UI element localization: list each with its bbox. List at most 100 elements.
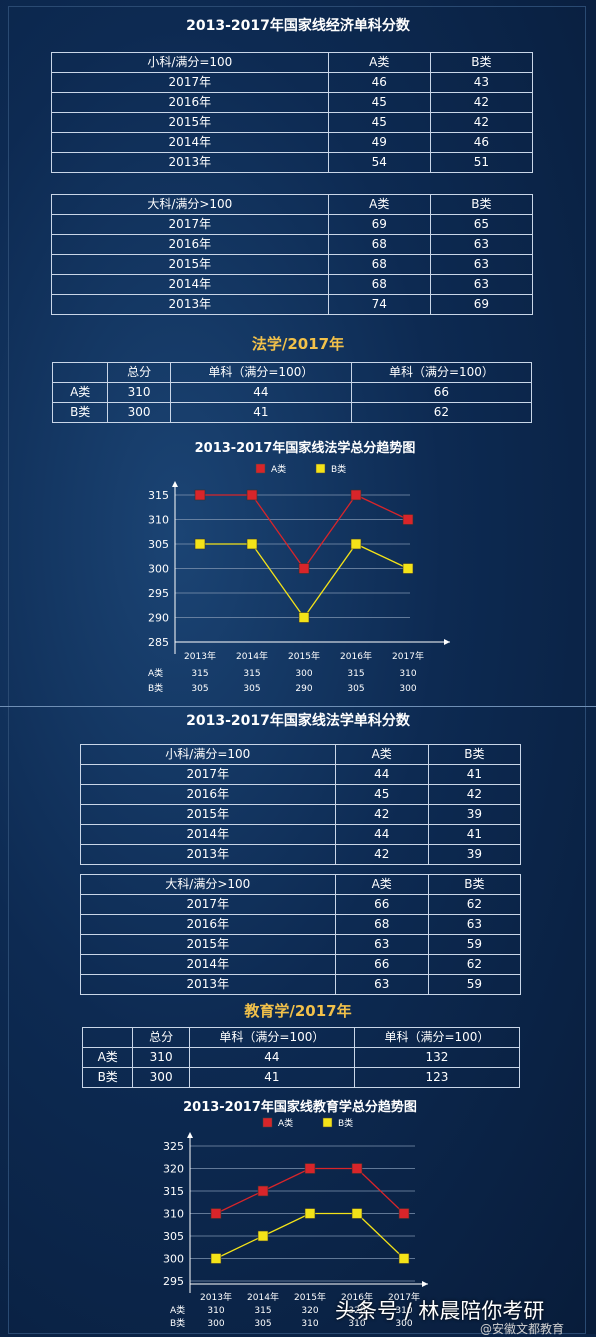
- data-table-value: 310: [395, 1306, 412, 1316]
- table-cell: 44: [169, 382, 352, 403]
- table-cell: 42: [429, 92, 534, 113]
- x-tick-label: 2017年: [392, 650, 424, 662]
- y-tick-label: 295: [148, 587, 169, 600]
- x-tick-label: 2016年: [341, 1291, 373, 1303]
- table-header-row: 大科/满分>100 A类 B类: [80, 874, 522, 895]
- table-cell: 69: [429, 294, 534, 315]
- table-cell: 63: [334, 934, 429, 955]
- table-cell: 41: [169, 402, 352, 423]
- table-header-cell: 单科（满分=100）: [350, 362, 533, 383]
- table-cell: 49: [327, 132, 431, 153]
- legend-label: B类: [338, 1117, 353, 1129]
- data-table-value: 300: [399, 684, 416, 694]
- table-header-row: 小科/满分=100 A类 B类: [51, 52, 534, 73]
- table-row: 2016年 68 63: [80, 914, 522, 935]
- data-table-value: 305: [243, 684, 260, 694]
- table-row: 2014年 66 62: [80, 954, 522, 975]
- table-cell: 44: [334, 764, 429, 785]
- x-tick-label: 2015年: [288, 650, 320, 662]
- table-header-row: 大科/满分>100 A类 B类: [51, 194, 534, 215]
- y-tick-label: 300: [148, 563, 169, 576]
- data-point: [194, 489, 206, 501]
- data-point: [246, 489, 258, 501]
- table-header-cell: B类: [427, 874, 522, 895]
- table-row: 2013年 42 39: [80, 844, 522, 865]
- data-table-value: 320: [348, 1306, 365, 1316]
- data-point: [402, 563, 414, 574]
- data-table-value: 310: [399, 669, 416, 679]
- y-axis-arrow: [187, 1132, 193, 1138]
- table-cell: 2014年: [80, 824, 336, 845]
- table-row: 2015年 45 42: [51, 112, 534, 133]
- x-tick-label: 2017年: [388, 1291, 420, 1303]
- y-tick-label: 305: [163, 1230, 184, 1243]
- x-tick-label: 2013年: [184, 650, 216, 662]
- table-header-cell: A类: [334, 744, 429, 765]
- y-axis-arrow: [172, 481, 178, 487]
- table-cell: 2013年: [51, 294, 329, 315]
- table-header-cell: 总分: [107, 362, 171, 383]
- table-cell: 66: [350, 382, 533, 403]
- legend-swatch: [315, 463, 326, 474]
- table-header-row: 总分 单科（满分=100） 单科（满分=100）: [51, 362, 533, 383]
- data-table-series-label: A类: [148, 667, 163, 679]
- table-cell: 45: [334, 784, 429, 805]
- table-header-cell: B类: [429, 194, 534, 215]
- table-cell: 2017年: [80, 764, 336, 785]
- table-cell: 2013年: [80, 844, 336, 865]
- table-cell: 42: [334, 804, 429, 825]
- data-table-series-label: B类: [170, 1317, 185, 1329]
- table-cell: A类: [81, 1047, 134, 1068]
- table-cell: 310: [107, 382, 171, 403]
- edu-2017-table: 总分 单科（满分=100） 单科（满分=100） A类 310 44 132 B类 300 41 1…: [81, 1027, 521, 1088]
- table-cell: 45: [327, 92, 431, 113]
- legend-swatch: [322, 1117, 333, 1128]
- table-header-cell: 单科（满分=100）: [188, 1027, 355, 1048]
- econ-small-table: 小科/满分=100 A类 B类 2017年 46 43 2016年 45 42 2015年 45 42…: [51, 52, 534, 173]
- table-cell: 2014年: [51, 132, 329, 153]
- data-point: [304, 1163, 316, 1174]
- table-row: 2016年 45 42: [80, 784, 522, 805]
- table-cell: 2013年: [80, 974, 336, 995]
- table-row: 2015年 63 59: [80, 934, 522, 955]
- law-trend-chart: 2013-2017年国家线法学总分趋势图 A类 B类 285 290 295 300 305 3…: [148, 440, 450, 694]
- table-row: 2014年 68 63: [51, 274, 534, 295]
- data-point: [298, 612, 310, 623]
- table-cell: 2016年: [51, 234, 329, 255]
- table-cell: 310: [132, 1047, 190, 1068]
- data-table-value: 305: [254, 1319, 271, 1329]
- table-row: 2014年 49 46: [51, 132, 534, 153]
- table-header-cell: 小科/满分=100: [51, 52, 329, 73]
- table-cell: 68: [327, 254, 431, 275]
- law-title: 2013-2017年国家线法学单科分数: [186, 713, 410, 729]
- table-cell: 69: [327, 214, 431, 235]
- data-point: [194, 538, 206, 550]
- table-cell: 74: [327, 294, 431, 315]
- table-cell: 39: [427, 804, 522, 825]
- x-tick-label: 2016年: [340, 650, 372, 662]
- table-row: 2013年 54 51: [51, 152, 534, 173]
- table-row: A类 310 44 66: [51, 382, 533, 403]
- table-cell: 44: [334, 824, 429, 845]
- econ-large-table: 大科/满分>100 A类 B类 2017年 69 65 2016年 68 63 2015年 68 63…: [51, 194, 534, 315]
- table-cell: 65: [429, 214, 534, 235]
- data-table-series-label: A类: [170, 1304, 185, 1316]
- table-cell: 44: [188, 1047, 355, 1068]
- data-table-value: 315: [191, 669, 208, 679]
- table-cell: 59: [427, 934, 522, 955]
- table-cell: 300: [132, 1067, 190, 1088]
- table-cell: 66: [334, 954, 429, 975]
- table-row: 2017年 66 62: [80, 894, 522, 915]
- data-point: [398, 1253, 410, 1264]
- table-cell: 68: [334, 914, 429, 935]
- legend-swatch: [255, 463, 266, 474]
- table-row: 2017年 44 41: [80, 764, 522, 785]
- law-2017-table: 总分 单科（满分=100） 单科（满分=100） A类 310 44 66 B类 300 41 62: [51, 362, 533, 423]
- table-header-cell: 总分: [132, 1027, 190, 1048]
- table-cell: 41: [427, 824, 522, 845]
- x-tick-label: 2015年: [294, 1291, 326, 1303]
- data-table-value: 315: [347, 669, 364, 679]
- table-cell: 2016年: [51, 92, 329, 113]
- table-row: 2015年 42 39: [80, 804, 522, 825]
- table-cell: 132: [353, 1047, 521, 1068]
